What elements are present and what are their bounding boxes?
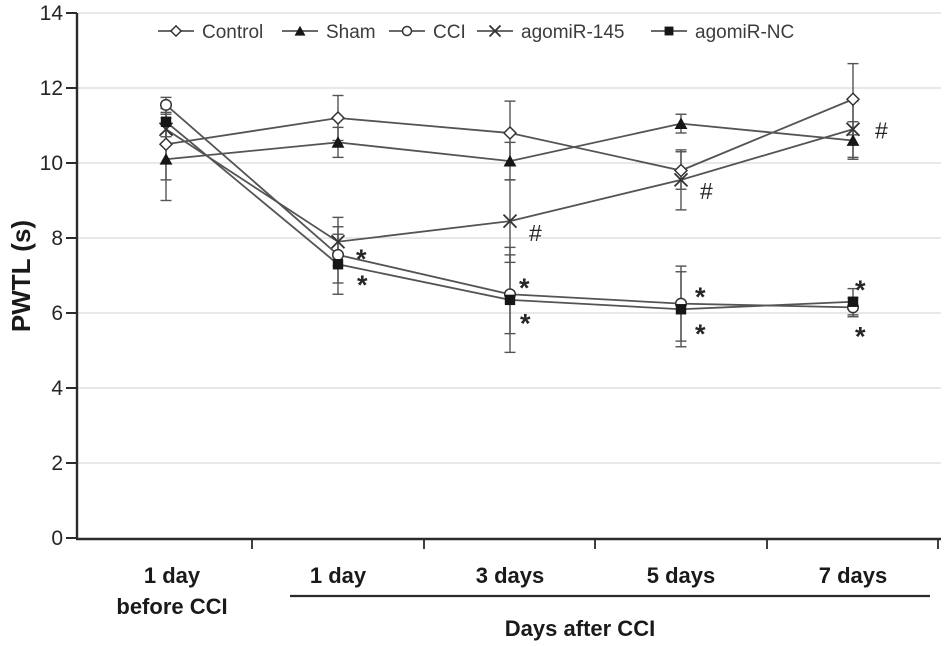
- x-category-label: 7 days: [819, 563, 888, 588]
- legend-label-Control: Control: [202, 22, 263, 43]
- x-category-label: 5 days: [647, 563, 716, 588]
- circle-marker: [331, 248, 345, 261]
- diamond-marker: [330, 110, 346, 126]
- circle-marker: [159, 98, 173, 111]
- significance-star: *: [695, 319, 706, 349]
- legend-label-CCI: CCI: [433, 22, 466, 43]
- triangle-marker: [846, 134, 860, 146]
- square-marker: [160, 116, 172, 127]
- square-marker: [847, 296, 859, 307]
- y-tick-label: 0: [51, 527, 63, 550]
- x-category-label: 1 day: [310, 563, 367, 588]
- significance-star: *: [356, 244, 367, 274]
- legend-label-Sham: Sham: [326, 22, 376, 43]
- circle-marker: [401, 25, 413, 37]
- x-axis-group-label: Days after CCI: [505, 616, 655, 641]
- y-tick-label: 4: [51, 377, 63, 400]
- y-tick-label: 6: [51, 302, 63, 325]
- y-tick-label: 12: [40, 77, 63, 100]
- triangle-marker: [159, 153, 173, 165]
- significance-star: *: [519, 273, 530, 303]
- significance-star: *: [357, 270, 368, 300]
- square-marker: [664, 26, 674, 36]
- y-axis-title: PWTL (s): [6, 220, 36, 332]
- x-marker: [673, 172, 689, 188]
- legend-label-agomiR-NC: agomiR-NC: [695, 22, 794, 43]
- x-marker: [488, 24, 502, 38]
- diamond-marker: [673, 163, 689, 178]
- significance-star: *: [695, 282, 706, 312]
- square-marker: [332, 259, 344, 270]
- square-marker: [504, 294, 516, 306]
- significance-star: *: [855, 321, 866, 351]
- significance-hash: #: [529, 220, 542, 246]
- legend-label-agomiR-145: agomiR-145: [521, 22, 625, 43]
- diamond-marker: [502, 125, 518, 141]
- y-tick-label: 2: [51, 452, 63, 475]
- significance-star: *: [520, 308, 531, 338]
- y-tick-label: 14: [40, 2, 64, 25]
- diamond-marker: [158, 137, 174, 152]
- x-category-label-line2: before CCI: [116, 594, 227, 619]
- y-tick-label: 10: [40, 152, 63, 175]
- square-marker: [675, 304, 687, 315]
- x-marker: [845, 122, 861, 137]
- x-marker: [502, 213, 518, 229]
- diamond-marker: [845, 92, 861, 107]
- x-category-label: 1 day: [144, 563, 201, 588]
- y-tick-label: 8: [51, 227, 63, 250]
- triangle-marker: [503, 154, 517, 167]
- triangle-marker: [294, 25, 306, 36]
- triangle-marker: [674, 117, 688, 130]
- significance-hash: #: [700, 178, 713, 204]
- significance-star: *: [855, 275, 866, 305]
- x-category-label: 3 days: [476, 563, 545, 588]
- diamond-marker: [169, 24, 183, 38]
- x-marker: [330, 234, 346, 249]
- significance-hash: #: [875, 117, 888, 143]
- triangle-marker: [331, 136, 345, 148]
